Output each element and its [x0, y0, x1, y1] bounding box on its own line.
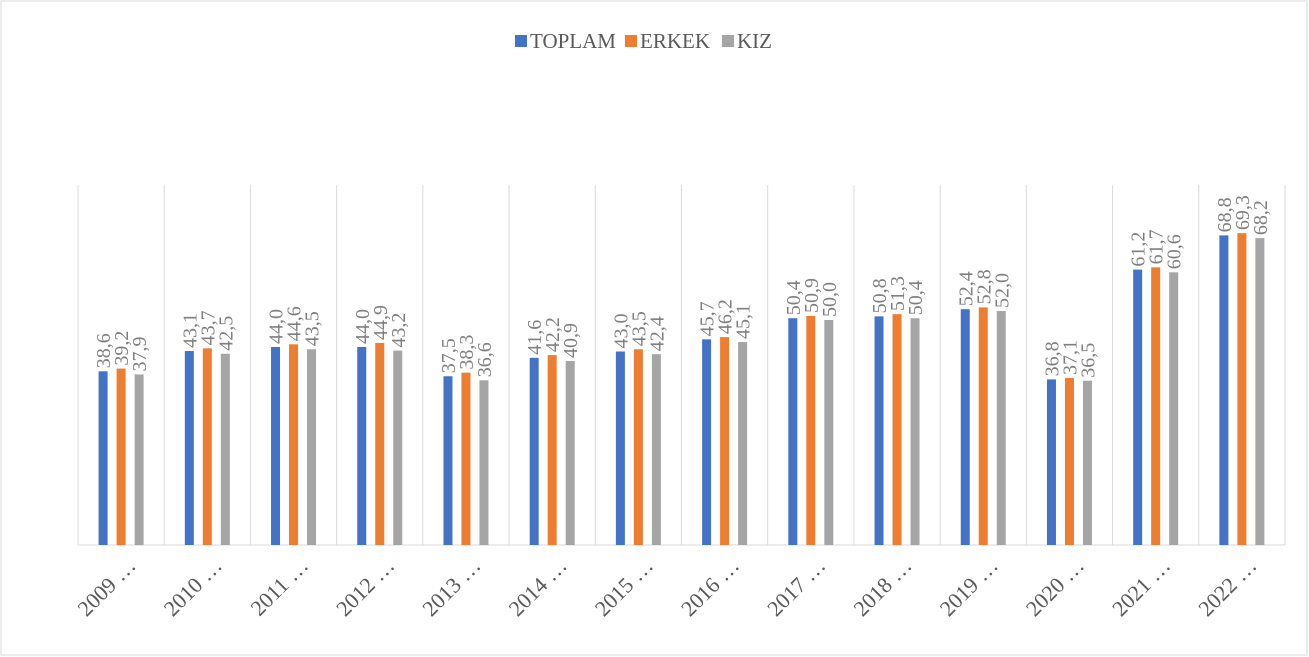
bar [738, 342, 748, 545]
bar [565, 360, 575, 545]
bar [357, 347, 367, 545]
bar [529, 357, 539, 545]
data-label: 43,5 [302, 311, 324, 346]
data-label: 45,1 [733, 304, 755, 339]
bar [98, 371, 108, 545]
bar [134, 374, 144, 545]
data-label: 43,2 [388, 313, 410, 348]
data-label: 68,8 [1214, 197, 1236, 232]
bar [633, 349, 643, 545]
bar [978, 307, 988, 545]
data-label: 38,3 [456, 335, 478, 370]
data-label: 44,6 [284, 306, 306, 341]
data-label: 36,5 [1077, 343, 1099, 378]
data-label: 44,0 [352, 309, 374, 344]
bar [720, 337, 730, 545]
data-label: 45,7 [697, 301, 719, 336]
data-label: 61,7 [1146, 229, 1168, 264]
bar [702, 339, 712, 545]
data-label: 50,0 [819, 282, 841, 317]
bar [307, 349, 317, 545]
data-label: 51,3 [887, 276, 909, 311]
data-label: 50,4 [905, 280, 927, 315]
bar [996, 311, 1006, 545]
bar [184, 351, 194, 545]
bar [202, 348, 212, 545]
bar [220, 353, 230, 545]
data-label: 61,2 [1128, 232, 1150, 267]
data-label: 46,2 [715, 299, 737, 334]
legend-label: ERKEK [640, 29, 710, 53]
data-label: 36,8 [1041, 341, 1063, 376]
data-label: 42,5 [215, 316, 237, 351]
bar [443, 376, 453, 545]
data-label: 50,8 [869, 278, 891, 313]
bar [547, 355, 557, 545]
data-label: 69,3 [1232, 195, 1254, 230]
data-label: 50,4 [783, 280, 805, 315]
data-label: 44,9 [370, 305, 392, 340]
bar [1133, 269, 1143, 545]
bar [1169, 272, 1179, 545]
bar [1151, 267, 1161, 545]
bar [289, 344, 299, 545]
data-label: 36,6 [474, 342, 496, 377]
bar [788, 318, 798, 545]
bar [892, 314, 902, 545]
data-label: 50,9 [801, 278, 823, 313]
data-label: 52,8 [973, 269, 995, 304]
legend-swatch [625, 35, 637, 47]
bar [479, 380, 489, 545]
bar [375, 342, 385, 545]
data-label: 68,2 [1250, 200, 1272, 235]
legend-swatch [722, 35, 734, 47]
bar [1064, 378, 1074, 545]
data-label: 52,4 [955, 271, 977, 306]
data-label: 37,5 [438, 338, 460, 373]
bar [824, 320, 834, 545]
data-label: 43,7 [197, 310, 219, 345]
bar [874, 316, 884, 545]
data-label: 60,6 [1164, 234, 1186, 269]
bar [1082, 380, 1092, 545]
data-label: 42,4 [646, 316, 668, 351]
data-label: 37,9 [129, 336, 151, 371]
data-label: 42,2 [542, 317, 564, 352]
data-label: 43,5 [628, 311, 650, 346]
bar [960, 309, 970, 545]
data-label: 43,0 [610, 314, 632, 349]
bar [1046, 379, 1056, 545]
legend-label: TOPLAM [530, 29, 616, 53]
bar [615, 351, 625, 545]
bar [461, 372, 471, 545]
bar [393, 350, 403, 545]
bar [651, 354, 661, 545]
data-label: 37,1 [1059, 340, 1081, 375]
bar [806, 315, 816, 545]
data-label: 40,9 [560, 323, 582, 358]
bar [910, 318, 920, 545]
data-label: 52,0 [991, 273, 1013, 308]
bar [1219, 235, 1229, 545]
data-label: 41,6 [524, 320, 546, 355]
bar [271, 347, 281, 545]
data-label: 43,1 [179, 313, 201, 348]
data-label: 39,2 [111, 331, 133, 366]
bar [116, 368, 126, 545]
data-label: 38,6 [93, 333, 115, 368]
legend-label: KIZ [737, 29, 772, 53]
legend-swatch [515, 35, 527, 47]
bar [1237, 233, 1247, 545]
data-label: 44,0 [266, 309, 288, 344]
bar [1255, 238, 1265, 545]
